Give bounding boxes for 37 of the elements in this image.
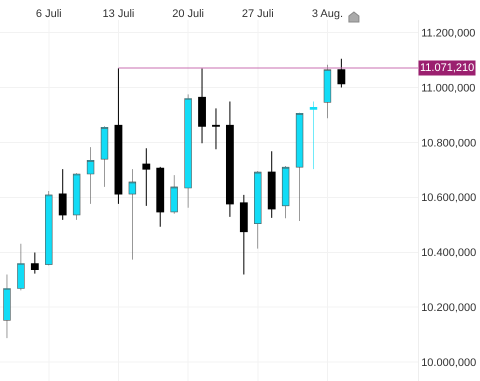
candlestick: [268, 150, 276, 218]
candlestick: [30, 252, 39, 274]
y-tick-label: 10.400,000: [421, 247, 476, 260]
ref-line-label: 11.071,210: [420, 62, 474, 74]
candlestick: [254, 170, 262, 249]
candlestick: [324, 64, 332, 119]
candlestick: [212, 108, 220, 150]
x-tick-label: 6 Juli: [36, 8, 62, 20]
candlestick: [170, 174, 178, 214]
candlestick: [45, 190, 52, 266]
candlestick: [282, 166, 290, 219]
candlestick: [337, 58, 346, 88]
y-tick-label: 10.200,000: [421, 302, 476, 314]
x-tick-label: 20 Juli: [172, 8, 204, 20]
candlestick: [17, 243, 25, 291]
candlestick: [226, 101, 234, 218]
candlestick: [310, 101, 318, 170]
x-tick-label: 27 Juli: [242, 8, 274, 20]
candlestick: [3, 274, 11, 338]
y-tick-label: 10.800,000: [421, 137, 476, 150]
candlestick: [240, 194, 248, 275]
x-tick-label: 3 Aug.: [312, 8, 344, 20]
candlestick: [156, 166, 164, 228]
candlestick: [296, 112, 304, 222]
candlestick: [86, 146, 94, 204]
candlestick: [128, 168, 136, 260]
candlestick: [72, 172, 80, 220]
y-tick-label: 10.000,000: [421, 356, 476, 369]
y-tick-label: 11.200,000: [421, 27, 476, 40]
y-tick-label: 11.000,000: [421, 82, 476, 94]
candlestick: [100, 126, 108, 188]
x-tick-label: 13 Juli: [102, 8, 134, 20]
y-tick-label: 10.600,000: [421, 192, 476, 204]
candlestick: [58, 168, 67, 220]
candlestick: [184, 94, 192, 208]
candlestick: [142, 148, 150, 206]
candlestick: [198, 68, 206, 144]
